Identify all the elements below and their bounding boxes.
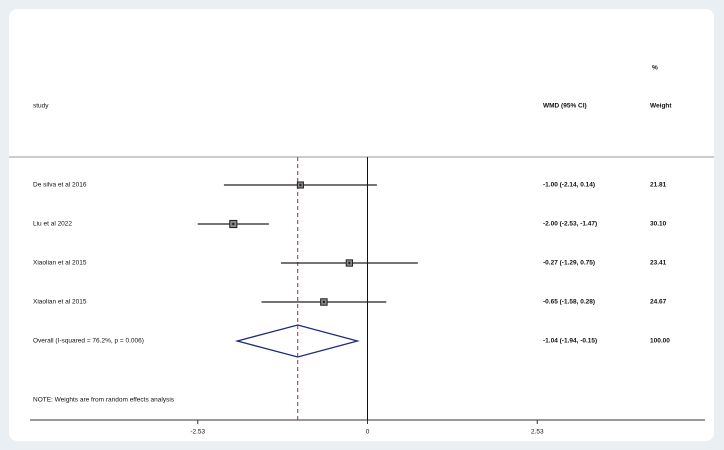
x-tick-label: 2.53: [531, 429, 544, 436]
weight-label: 24.67: [650, 299, 667, 306]
ci-label: -1.00 (-2.14, 0.14): [543, 182, 595, 189]
weight-header: Weight: [650, 103, 672, 110]
study-point: [299, 183, 302, 187]
study-header: study: [33, 103, 49, 110]
overall-label: Overall (I-squared = 76.2%, p = 0.006): [33, 338, 144, 345]
weight-label: 30.10: [650, 221, 667, 228]
ci-label: -0.65 (-1.58, 0.28): [543, 299, 595, 306]
study-label: Liu et al 2022: [33, 221, 72, 228]
ci-label: -2.00 (-2.53, -1.47): [543, 221, 597, 228]
note: NOTE: Weights are from random effects an…: [33, 397, 175, 404]
effect-header: WMD (95% CI): [543, 103, 587, 110]
ci-label: -0.27 (-1.29, 0.75): [543, 260, 595, 267]
study-point: [232, 222, 235, 226]
study-label: De silva et al 2016: [33, 182, 87, 189]
x-tick-label: 0: [366, 429, 370, 436]
study-point: [322, 300, 326, 304]
study-label: Xiaolian et al 2015: [33, 299, 87, 306]
overall-diamond: [234, 324, 360, 358]
study-point: [348, 261, 351, 265]
x-tick-label: -2.53: [190, 429, 205, 436]
overall-ci-label: -1.04 (-1.94, -0.15): [543, 338, 597, 345]
study-label: Xiaolian et al 2015: [33, 260, 87, 267]
panel: [9, 9, 714, 441]
weight-header-top: %: [652, 65, 658, 72]
weight-label: 21.81: [650, 182, 667, 189]
overall-weight-label: 100.00: [650, 338, 670, 345]
weight-label: 23.41: [650, 260, 667, 267]
